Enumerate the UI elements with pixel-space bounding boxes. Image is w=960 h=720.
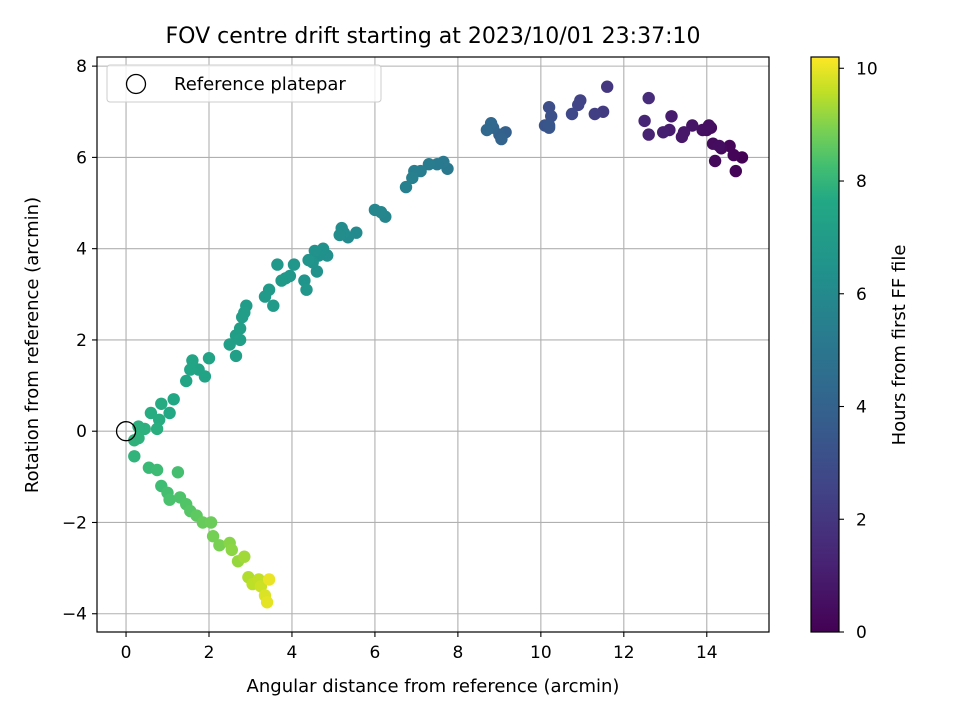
data-point xyxy=(565,107,579,121)
data-point xyxy=(132,431,145,445)
y-axis-ticks: −4 −2 0 2 4 6 8 xyxy=(62,57,97,625)
data-point xyxy=(308,244,321,258)
data-point xyxy=(180,374,193,388)
x-axis-ticks: 0 2 4 6 8 10 12 14 xyxy=(121,632,718,663)
x-tick-label: 4 xyxy=(287,643,298,663)
data-point xyxy=(155,397,168,410)
x-tick-label: 6 xyxy=(370,643,381,663)
data-point xyxy=(184,363,197,376)
x-tick-label: 2 xyxy=(204,643,215,663)
y-axis-label: Rotation from reference (arcmin) xyxy=(22,197,43,493)
data-point xyxy=(233,333,247,347)
data-point xyxy=(271,258,284,271)
data-point xyxy=(572,98,585,112)
y-tick-label: −4 xyxy=(62,605,87,625)
data-point xyxy=(657,126,670,139)
reference-layer xyxy=(115,421,137,442)
data-point xyxy=(333,228,346,242)
plot-frame xyxy=(96,56,770,633)
data-point xyxy=(642,91,655,105)
data-points xyxy=(128,80,749,609)
data-point xyxy=(150,463,164,477)
x-axis-label: Angular distance from reference (arcmin) xyxy=(247,676,620,697)
legend-label-reference-platepar: Reference platepar xyxy=(174,74,346,95)
colorbar-tick-label: 10 xyxy=(856,59,878,79)
data-point xyxy=(302,253,315,267)
legend-box xyxy=(106,64,382,103)
data-point xyxy=(287,258,301,271)
x-tick-label: 10 xyxy=(530,643,552,663)
colorbar-tick-label: 8 xyxy=(856,172,867,192)
data-point xyxy=(642,128,655,141)
data-point xyxy=(686,119,699,132)
colorbar-tick-label: 2 xyxy=(856,510,867,530)
data-point xyxy=(638,114,651,128)
data-point xyxy=(213,539,226,552)
data-point xyxy=(144,406,158,420)
data-point xyxy=(300,283,313,296)
legend-reference-marker xyxy=(125,73,147,95)
data-point xyxy=(368,203,382,217)
data-point xyxy=(150,422,164,436)
colorbar-label: Hours from first FF file xyxy=(889,245,910,446)
data-point xyxy=(262,573,276,586)
legend: Reference platepar xyxy=(106,64,382,103)
data-point xyxy=(495,132,508,146)
data-point xyxy=(675,130,689,144)
data-point xyxy=(696,123,709,137)
data-point xyxy=(267,299,280,312)
data-point xyxy=(422,158,436,171)
colorbar-gradient xyxy=(810,56,840,633)
data-point xyxy=(708,154,722,168)
reference-platepar-marker xyxy=(115,421,137,442)
y-tick-label: 4 xyxy=(76,240,87,260)
data-point xyxy=(167,393,180,406)
data-point xyxy=(223,338,236,351)
grid-lines xyxy=(97,57,769,632)
y-tick-label: 0 xyxy=(76,422,87,442)
data-point xyxy=(238,306,251,319)
data-point xyxy=(542,119,556,132)
colorbar-tick-label: 6 xyxy=(856,285,867,305)
data-point xyxy=(665,110,678,123)
data-point xyxy=(204,516,218,529)
data-point xyxy=(225,543,238,557)
y-tick-label: −2 xyxy=(62,513,87,533)
data-point xyxy=(406,171,419,185)
x-tick-label: 0 xyxy=(121,643,132,663)
data-point xyxy=(206,530,220,543)
data-point xyxy=(238,550,251,563)
data-point xyxy=(229,349,243,363)
data-point xyxy=(275,274,288,287)
chart-title: FOV centre drift starting at 2023/10/01 … xyxy=(166,24,701,49)
colorbar: 0 2 4 6 8 10 Hours from first FF file xyxy=(810,56,910,643)
x-tick-label: 12 xyxy=(613,643,635,663)
data-point xyxy=(713,139,726,153)
x-tick-label: 14 xyxy=(696,643,718,663)
x-tick-label: 8 xyxy=(452,643,463,663)
data-point xyxy=(171,466,185,479)
data-point xyxy=(258,290,272,303)
colorbar-tick-label: 4 xyxy=(856,398,867,418)
y-tick-label: 8 xyxy=(76,57,87,77)
data-point xyxy=(163,406,176,420)
data-point xyxy=(601,80,614,93)
y-tick-label: 2 xyxy=(76,331,87,351)
data-point xyxy=(729,164,742,178)
data-point xyxy=(480,123,494,137)
colorbar-ticks: 0 2 4 6 8 10 xyxy=(839,59,878,643)
data-point xyxy=(588,107,601,121)
data-point xyxy=(399,180,413,194)
data-point xyxy=(128,450,141,463)
colorbar-tick-label: 0 xyxy=(856,623,867,643)
data-point xyxy=(163,493,176,506)
data-point xyxy=(260,596,274,609)
y-tick-label: 6 xyxy=(76,148,87,168)
data-point xyxy=(202,352,216,365)
